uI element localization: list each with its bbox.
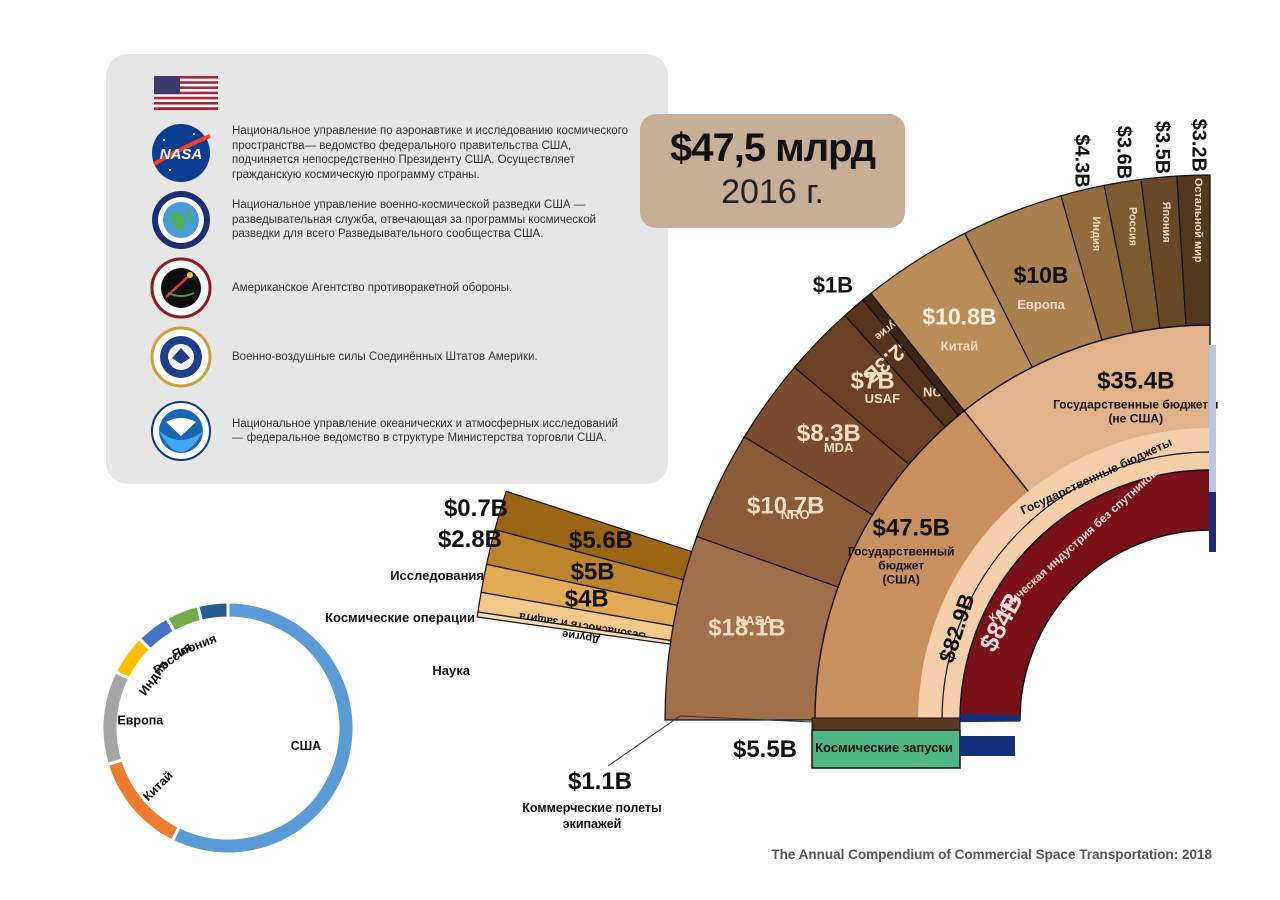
donut-slice-label: Китай [140,768,175,803]
agency-description: Национальное управление военно-космическ… [232,199,597,241]
donut-slice-label: США [291,739,322,753]
non-us-gov-name-label: Государственные бюджеты (не США) [1053,397,1218,425]
donut-slice [164,603,204,634]
agency-row-nasa: NASA Национальное управление по аэронавт… [150,122,632,184]
mda-logo-icon [150,257,212,319]
country-value-label: $10.8B [922,303,996,329]
donut-slice-label: Япония [170,631,219,661]
agency-description: Национальное управление по аэронавтике и… [232,125,629,181]
total-budget-value: $47,5 млрд [669,126,876,170]
launch-value-label: $5.5B [733,736,797,763]
country-value-label: $3.5B [1151,121,1173,174]
nasa-breakdown-segment [476,611,672,645]
agency-name-label: USAF [865,391,900,406]
agency-name-label: MDA [824,440,854,455]
nasa-breakdown-name-label: Наука [432,663,470,678]
nasa-breakdown-value-label: $0.7B [444,495,508,522]
nasa-breakdown-value-label: $5.6B [569,527,633,554]
commercial-crew-segment [811,717,961,731]
svg-text:NASA: NASA [160,146,203,163]
donut-slice [137,615,177,652]
usaf-logo-icon [150,326,212,388]
donut-slice [105,757,182,843]
noaa-logo-icon [151,401,211,461]
nasa-breakdown-name-label: Космические операции [325,610,475,625]
agency-row-nro: Национальное управление военно-космическ… [150,189,632,251]
nasa-breakdown-value-label: $2.8B [438,526,502,553]
agency-legend-panel: NASA Национальное управление по аэронавт… [106,54,668,484]
agency-row-noaa: Национальное управление океанических и а… [150,400,632,462]
commercial-crew-leader-line [607,715,813,767]
total-budget-year: 2016 г. [721,173,824,211]
country-value-label: $3.2B [1188,119,1210,172]
commercial-crew-value-label: $1.1B [568,768,632,795]
country-name-label: Европа [1017,297,1065,312]
agency-value-label: $1B [813,273,853,298]
country-name-label: Индия [1090,217,1102,252]
source-note: The Annual Compendium of Commercial Spac… [771,847,1212,862]
nasa-breakdown-name-label: Исследования [390,568,484,583]
country-value-label: $3.6B [1113,126,1135,179]
agency-description: Американское Агентство противоракетной о… [232,281,513,294]
agency-row-usaf: Военно-воздушные силы Соединённых Штатов… [150,326,632,388]
nasa-breakdown-value-label: $5B [571,558,615,585]
donut-slice-label: Европа [117,714,164,728]
agency-description: Национальное управление океанических и а… [232,417,618,445]
donut-slice [195,600,230,624]
agency-name-label: NASA [736,613,773,628]
us-gov-value-label: $47.5B [873,515,950,542]
edge-strip [1209,345,1216,550]
us-gov-name-label: Государственный бюджет (США) [848,545,955,587]
launch-name-label: Космические запуски [815,740,953,755]
agency-name-label: NRO [781,507,810,522]
agency-description: Военно-воздушные силы Соединённых Штатов… [232,350,538,363]
agency-row-mda: Американское Агентство противоракетной о… [150,257,632,319]
country-value-label: $4.3B [1070,134,1092,187]
launch-strip [960,736,1015,756]
country-name-label: Япония [1160,202,1172,243]
agency-value-label: $10.7B [747,493,824,520]
agency-value-label: $7B [851,368,895,395]
edge-strip [1209,492,1216,552]
agency-value-label: $18.1B [708,615,785,642]
agency-value-label: $8.3B [797,420,861,447]
nro-logo-icon [152,191,210,249]
satellite-industry-strip [960,713,1021,723]
donut-slice [113,636,153,681]
country-name-label: Россия [1127,207,1139,246]
total-budget-box: $47,5 млрд 2016 г. [640,114,905,228]
nasa-breakdown-name-label: Другие [561,628,600,645]
country-value-label: $10B [1014,262,1069,288]
us-flag-icon [154,76,218,110]
donut-slice [100,669,132,767]
non-us-gov-value-label: $35.4B [1097,367,1174,394]
country-name-label: Китай [941,338,979,353]
commercial-crew-name-label: Коммерческие полеты экипажей [522,801,661,831]
country-name-label: Остальной мир [1192,178,1204,263]
nasa-logo-icon: NASA [152,124,211,182]
